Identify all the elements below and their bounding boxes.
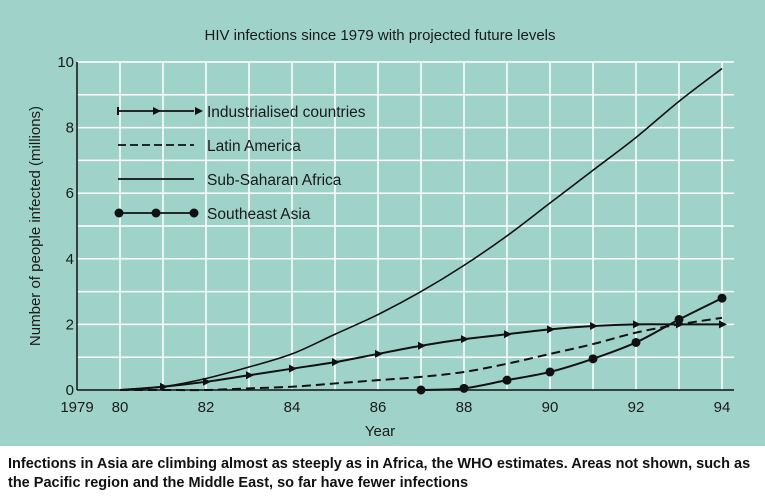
data-point-arrow (203, 377, 211, 386)
data-point-dot (588, 354, 598, 364)
chart-panel: 1979 80 82 84 86 88 90 92 94 0 2 4 6 8 10 Industrialis… (0, 0, 765, 446)
data-point-dot (459, 383, 469, 393)
legend-label: Latin America (207, 138, 301, 155)
data-point-dot (717, 293, 727, 303)
legend-entry: Latin America (118, 138, 301, 155)
legend-entry: Southeast Asia (114, 206, 311, 223)
data-point-dot (151, 208, 161, 218)
data-point-dot (631, 337, 641, 347)
x-tick-label: 90 (542, 399, 559, 416)
series-line (119, 67, 723, 391)
data-point-dot (674, 314, 684, 324)
data-point-arrow (633, 320, 641, 329)
figure-caption: Infections in Asia are climbing almost a… (8, 456, 751, 491)
x-axis-label: Year (365, 423, 395, 440)
x-tick-label: 92 (628, 399, 645, 416)
y-tick-label: 0 (66, 382, 74, 399)
legend-label: Sub-Saharan Africa (207, 172, 342, 189)
legend-label: Industrialised countries (207, 104, 366, 121)
data-point-dot (114, 208, 124, 218)
x-tick-label: 82 (198, 399, 215, 416)
data-point-arrow (418, 341, 426, 350)
data-point-arrow (461, 335, 469, 344)
data-point-arrow (719, 320, 727, 329)
legend-label: Southeast Asia (207, 206, 311, 223)
data-point-arrow (332, 358, 340, 367)
legend-entry: Industrialised countries (117, 104, 366, 121)
series-sub-saharan-africa (119, 67, 723, 391)
series-line (120, 316, 723, 392)
y-tick-label: 6 (66, 185, 74, 202)
series-latin-america (120, 316, 723, 392)
series-industrialised-countries (119, 320, 727, 391)
data-point-arrow (590, 322, 598, 331)
x-tick-label: 86 (370, 399, 387, 416)
y-tick-label: 8 (66, 120, 74, 137)
data-point-arrow (195, 107, 203, 115)
x-tick-label: 84 (284, 399, 301, 416)
legend-entry: Sub-Saharan Africa (118, 172, 342, 189)
y-axis-label: Number of people infected (millions) (27, 106, 44, 346)
data-point-arrow (153, 107, 161, 115)
data-point-arrow (547, 325, 555, 334)
x-tick-label: 80 (112, 399, 129, 416)
x-tick-label: 88 (456, 399, 473, 416)
data-point-dot (545, 367, 555, 377)
data-point-dot (502, 375, 512, 385)
x-tick-label: 94 (714, 399, 731, 416)
data-point-arrow (289, 364, 297, 373)
data-point-arrow (246, 371, 254, 380)
data-point-arrow (375, 349, 383, 358)
data-point-arrow (504, 330, 512, 339)
x-tick-label: 1979 (60, 399, 93, 416)
y-tick-label: 4 (66, 251, 74, 268)
y-tick-label: 2 (66, 316, 74, 333)
chart-title: HIV infections since 1979 with projected… (204, 27, 555, 44)
y-tick-label: 10 (57, 54, 74, 71)
hiv-line-chart: 1979 80 82 84 86 88 90 92 94 0 2 4 6 8 10 Industrialis… (27, 27, 734, 440)
data-point-dot (416, 385, 426, 395)
data-point-dot (189, 208, 199, 218)
series-line (420, 297, 723, 391)
series-southeast-asia (416, 293, 727, 395)
